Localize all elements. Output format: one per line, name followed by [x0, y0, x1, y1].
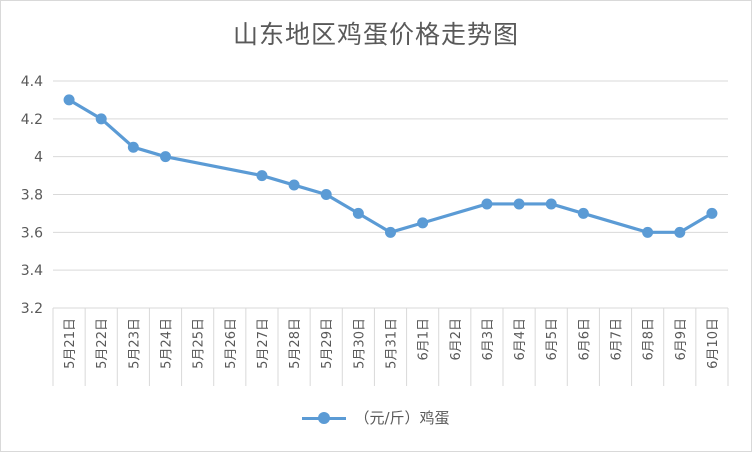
legend-swatch — [302, 411, 347, 425]
x-tick-label: 6月9日 — [674, 318, 689, 361]
x-tick-label: 5月30日 — [352, 318, 367, 369]
data-point — [288, 179, 300, 191]
x-tick-label: 6月6日 — [577, 318, 592, 361]
y-tick-label: 3.2 — [21, 301, 43, 317]
x-tick-label: 5月31日 — [385, 318, 400, 369]
data-point — [417, 217, 429, 229]
y-tick-label: 3.8 — [21, 188, 43, 204]
x-tick-label: 5月24日 — [160, 318, 175, 369]
x-tick-label: 6月2日 — [449, 318, 464, 361]
data-point — [706, 207, 718, 219]
x-tick-label: 6月7日 — [610, 318, 625, 361]
legend: （元/斤）鸡蛋 — [1, 407, 751, 428]
x-tick-label: 6月8日 — [642, 318, 657, 361]
data-point — [513, 198, 525, 210]
series-line — [68, 98, 713, 234]
data-point — [545, 198, 557, 210]
y-tick-label: 4.2 — [21, 112, 43, 128]
data-point — [352, 207, 364, 219]
data-point — [385, 226, 396, 238]
data-point — [481, 198, 493, 210]
legend-label: （元/斤）鸡蛋 — [354, 409, 450, 427]
data-point — [63, 94, 75, 106]
x-tick-label: 5月23日 — [127, 318, 142, 369]
data-point — [642, 226, 654, 238]
data-point — [95, 113, 107, 125]
y-tick-label: 4.4 — [21, 74, 43, 90]
chart-title: 山东地区鸡蛋价格走势图 — [232, 20, 519, 49]
x-tick-label: 6月10日 — [706, 318, 721, 369]
y-tick-label: 4 — [34, 150, 43, 166]
x-tick-label: 6月1日 — [417, 318, 432, 361]
data-point — [320, 189, 332, 200]
data-point — [577, 207, 589, 219]
x-tick-label: 5月28日 — [288, 318, 303, 369]
data-point — [127, 141, 139, 153]
y-tick-label: 3.6 — [21, 225, 43, 241]
x-tick-label: 5月27日 — [256, 318, 271, 369]
x-tick-label: 5月29日 — [320, 318, 335, 369]
x-tick-label: 5月25日 — [192, 318, 207, 369]
x-tick-label: 5月22日 — [95, 318, 110, 369]
x-tick-label: 6月5日 — [545, 318, 560, 361]
data-point — [256, 170, 268, 182]
y-tick-label: 3.4 — [21, 263, 43, 279]
data-point — [674, 226, 686, 238]
x-tick-label: 6月4日 — [513, 318, 528, 361]
x-tick-label: 5月26日 — [224, 318, 239, 369]
x-tick-label: 6月3日 — [481, 318, 496, 361]
data-point — [160, 151, 171, 163]
x-tick-label: 5月21日 — [63, 318, 78, 369]
